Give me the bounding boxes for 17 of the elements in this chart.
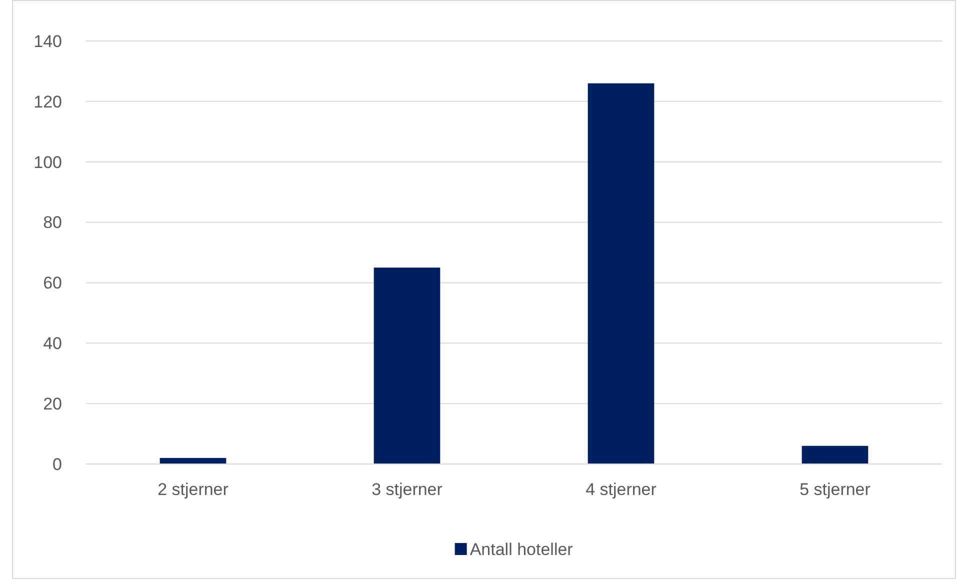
y-tick-label: 60 xyxy=(43,274,62,293)
y-tick-label: 40 xyxy=(43,334,62,354)
bar xyxy=(588,83,654,464)
x-tick-label: 4 stjerner xyxy=(586,480,657,499)
y-tick-label: 100 xyxy=(34,152,62,172)
y-tick-label: 120 xyxy=(34,92,62,112)
x-tick-label: 5 stjerner xyxy=(800,480,871,499)
bar xyxy=(802,446,868,464)
x-tick-label: 2 stjerner xyxy=(158,480,229,499)
legend-label: Antall hoteller xyxy=(470,540,574,559)
bar xyxy=(374,268,440,464)
y-tick-label: 80 xyxy=(43,213,62,232)
y-tick-label: 20 xyxy=(43,394,62,414)
y-tick-label: 140 xyxy=(34,32,62,51)
bar xyxy=(160,458,226,464)
x-tick-label: 3 stjerner xyxy=(372,480,443,499)
y-tick-label: 0 xyxy=(52,454,62,474)
